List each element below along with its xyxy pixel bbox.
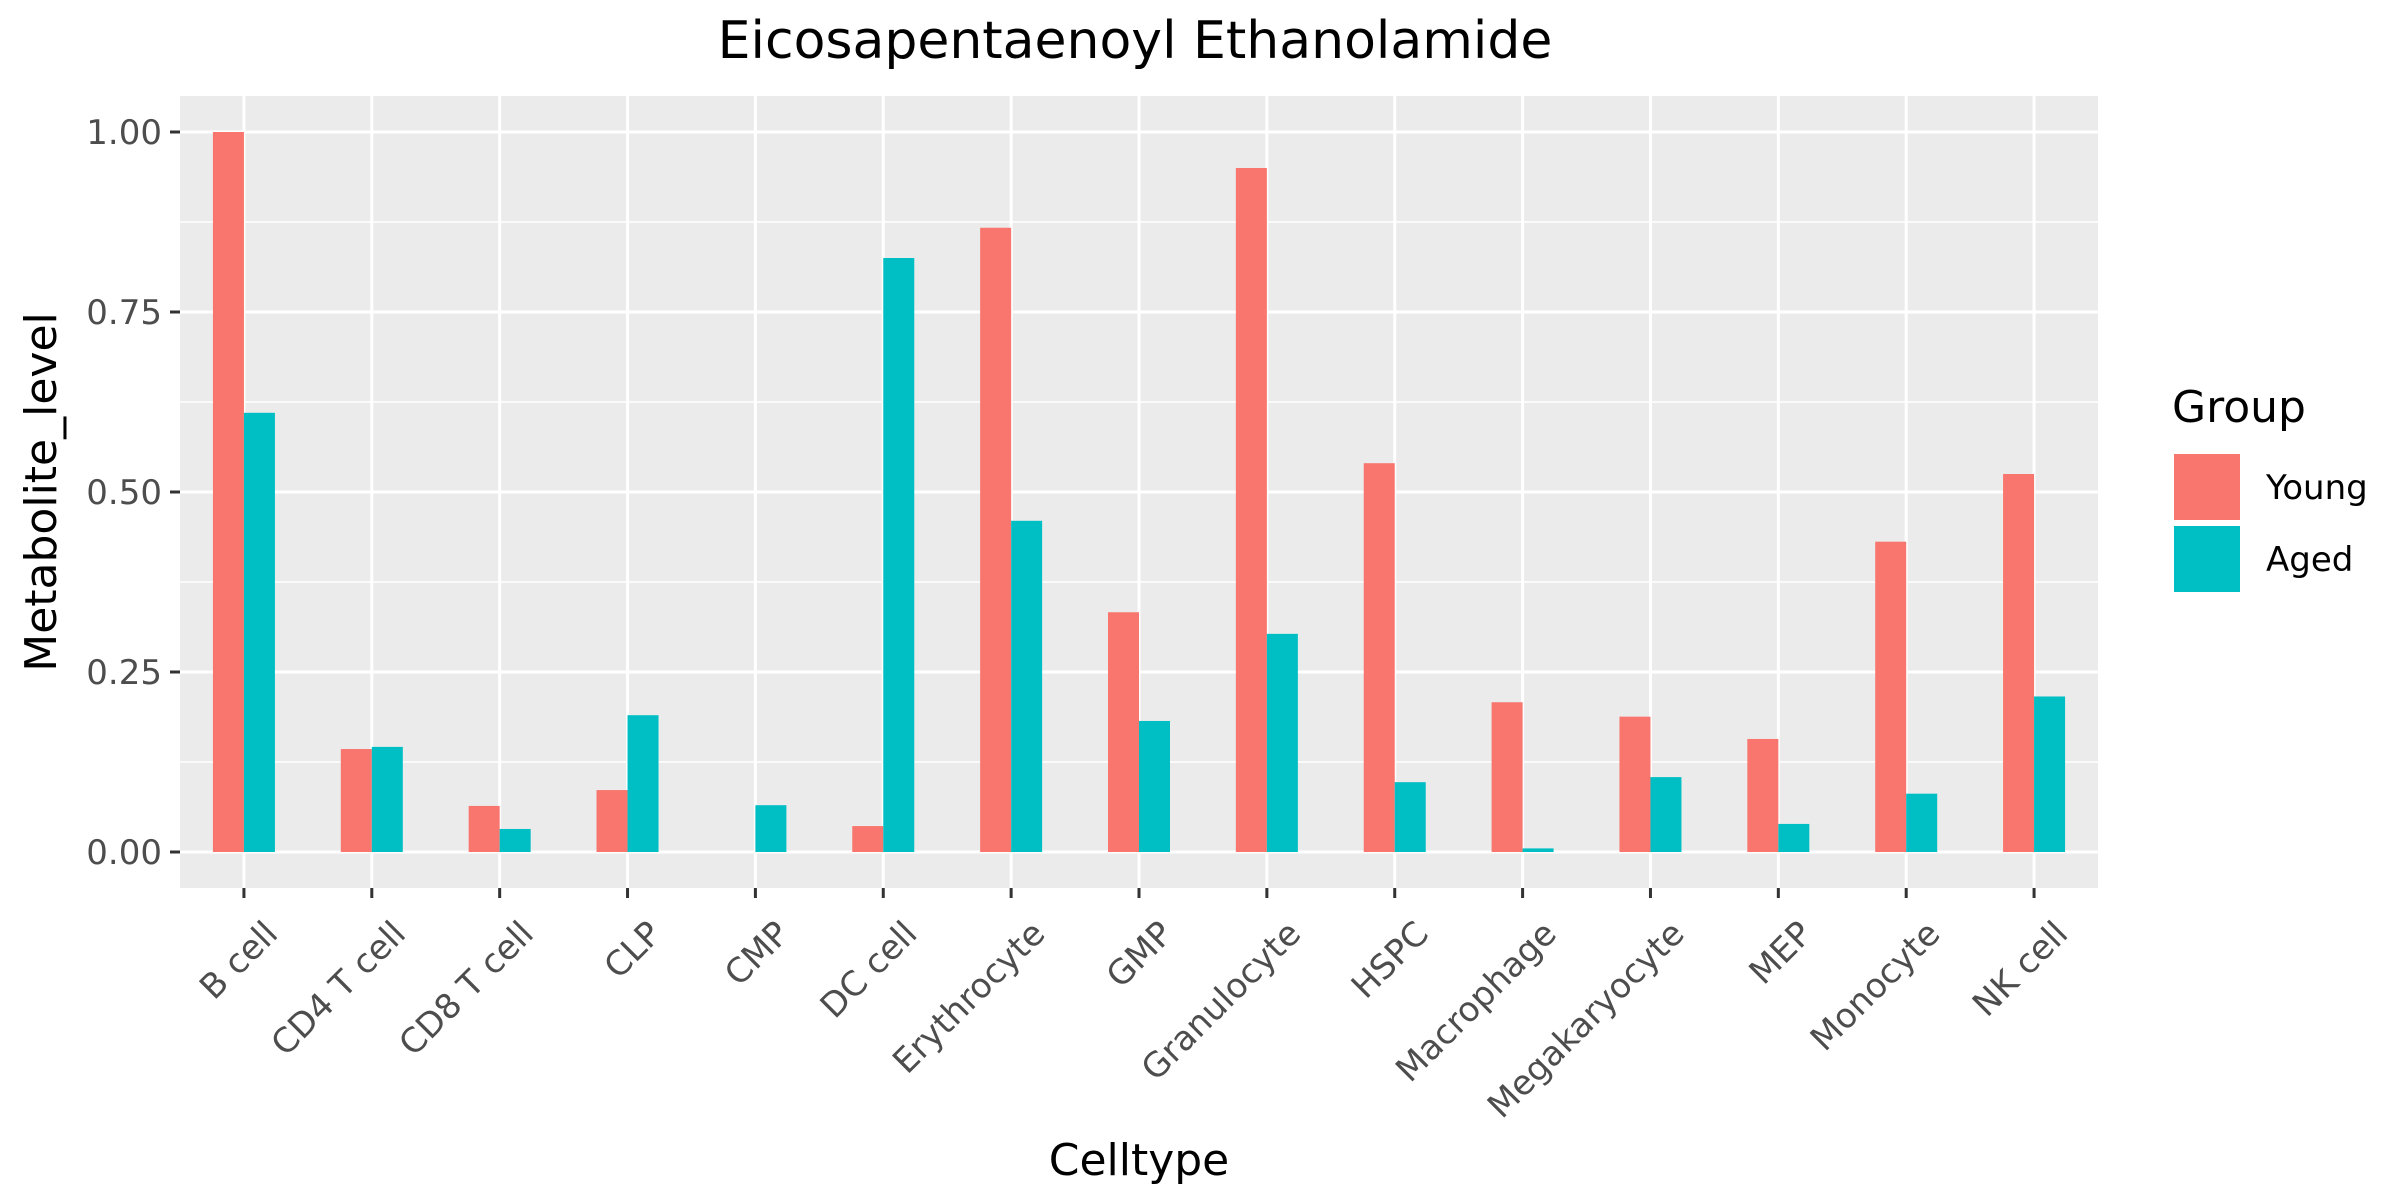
legend-label-young: Young — [2265, 468, 2368, 508]
bar-aged-b-cell — [243, 412, 275, 852]
x-tick-label: CD8 T cell — [391, 914, 541, 1064]
x-tick-label: CD4 T cell — [264, 914, 414, 1064]
bar-aged-mep — [1778, 823, 1810, 852]
bar-young-mep — [1747, 738, 1779, 852]
bar-young-nk-cell — [2003, 474, 2035, 852]
bar-aged-nk-cell — [2034, 696, 2066, 852]
y-tick-label: 0.00 — [86, 833, 162, 873]
bar-young-macrophage — [1491, 702, 1523, 852]
x-tick-label: Monocyte — [1803, 914, 1948, 1059]
legend-key-aged — [2174, 526, 2240, 592]
x-axis-title: Celltype — [1049, 1135, 1230, 1186]
bar-aged-granulocyte — [1266, 633, 1298, 852]
bar-young-hspc — [1363, 463, 1395, 852]
y-tick-label: 0.75 — [86, 293, 162, 333]
legend: Group Young Aged — [2172, 382, 2368, 592]
x-tick-label: DC cell — [813, 914, 926, 1027]
x-tick-label: CLP — [597, 914, 670, 987]
bar-young-megakaryocyte — [1619, 716, 1651, 852]
bar-aged-clp — [627, 715, 659, 852]
bar-young-cd8-t-cell — [468, 805, 500, 852]
legend-key-young — [2174, 454, 2240, 520]
x-tick-label: HSPC — [1344, 914, 1437, 1007]
x-tick-label: MEP — [1742, 914, 1821, 993]
bar-aged-dc-cell — [883, 258, 915, 852]
y-tick-label: 0.25 — [86, 653, 162, 693]
bar-aged-erythrocyte — [1011, 520, 1043, 852]
bars — [212, 132, 2066, 852]
bar-aged-cd8-t-cell — [499, 828, 531, 852]
y-tick-label: 1.00 — [86, 113, 162, 153]
bar-aged-cmp — [755, 805, 787, 852]
bar-young-cd4-t-cell — [340, 749, 372, 852]
x-tick-label: B cell — [192, 914, 286, 1008]
bar-aged-cd4-t-cell — [371, 746, 403, 852]
bar-aged-gmp — [1139, 720, 1170, 852]
bar-aged-hspc — [1394, 782, 1426, 852]
x-tick-label: NK cell — [1965, 914, 2076, 1025]
y-tick-label: 0.50 — [86, 473, 162, 513]
chart-title: Eicosapentaenoyl Ethanolamide — [718, 11, 1553, 71]
bar-young-erythrocyte — [980, 227, 1012, 852]
y-axis: 0.00 0.25 0.50 0.75 1.00 — [86, 113, 180, 873]
bar-aged-macrophage — [1522, 848, 1554, 852]
bar-aged-megakaryocyte — [1650, 777, 1682, 852]
legend-title: Group — [2172, 382, 2306, 433]
legend-label-aged: Aged — [2266, 540, 2353, 580]
y-axis-title: Metabolite_level — [16, 312, 67, 672]
bar-young-b-cell — [212, 132, 244, 852]
x-tick-label: GMP — [1099, 914, 1181, 996]
bar-young-clp — [596, 790, 628, 852]
x-tick-label: CMP — [717, 914, 797, 994]
bar-young-granulocyte — [1235, 168, 1267, 852]
bar-young-dc-cell — [852, 826, 884, 852]
bar-young-monocyte — [1875, 541, 1907, 852]
bar-young-gmp — [1108, 612, 1139, 852]
bar-aged-monocyte — [1906, 793, 1938, 852]
